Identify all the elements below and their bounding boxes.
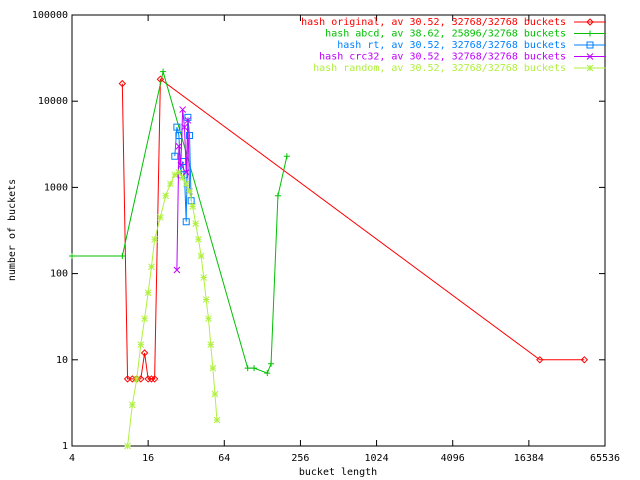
y-tick-label: 1000 xyxy=(44,182,68,193)
series-line xyxy=(121,78,585,380)
data-point xyxy=(162,192,169,200)
data-point xyxy=(268,360,275,367)
data-point xyxy=(171,171,179,179)
y-tick-label: 1 xyxy=(62,441,68,452)
data-point xyxy=(123,375,132,383)
data-point xyxy=(213,416,221,424)
data-point xyxy=(141,315,148,323)
data-point xyxy=(186,187,193,195)
data-point xyxy=(251,365,258,372)
y-tick-label: 10000 xyxy=(38,96,68,107)
data-point xyxy=(200,274,208,281)
data-point xyxy=(167,180,174,188)
data-point xyxy=(157,213,164,221)
data-point xyxy=(119,253,126,260)
data-point xyxy=(192,220,200,227)
x-tick-label: 64 xyxy=(218,453,230,464)
data-point xyxy=(175,142,183,150)
legend-marker xyxy=(587,30,593,37)
x-tick-label: 4096 xyxy=(441,453,465,464)
data-point xyxy=(211,390,219,398)
data-point xyxy=(181,123,188,131)
y-tick-label: 10 xyxy=(56,355,68,366)
x-tick-label: 65536 xyxy=(590,453,620,464)
legend-label: hash crc32, av 30.52, 32768/32768 bucket… xyxy=(319,52,566,63)
data-point xyxy=(128,401,136,409)
data-point xyxy=(195,235,202,243)
y-axis-label: number of buckets xyxy=(7,179,18,281)
data-point xyxy=(140,349,149,357)
data-point xyxy=(207,341,215,348)
legend-marker xyxy=(586,53,594,60)
y-tick-label: 100 xyxy=(50,269,68,280)
x-tick-label: 16 xyxy=(142,453,154,464)
data-point xyxy=(69,253,75,260)
data-point xyxy=(147,375,156,383)
data-point xyxy=(182,180,190,188)
data-point xyxy=(184,116,192,124)
data-point xyxy=(179,106,187,113)
data-point xyxy=(124,442,131,450)
data-point xyxy=(536,356,544,364)
data-point xyxy=(205,315,212,323)
data-point xyxy=(171,152,179,160)
data-point xyxy=(150,375,159,383)
data-point xyxy=(182,168,190,176)
data-point xyxy=(137,375,145,383)
data-point xyxy=(283,153,290,160)
x-tick-label: 1024 xyxy=(365,453,389,464)
x-tick-label: 4 xyxy=(69,453,75,464)
data-point xyxy=(177,162,185,169)
data-point xyxy=(175,168,183,176)
data-point xyxy=(173,123,181,131)
legend-marker xyxy=(586,18,594,26)
data-point xyxy=(580,356,589,364)
data-point xyxy=(133,375,141,383)
y-tick-label: 100000 xyxy=(32,10,68,21)
x-tick-label: 16384 xyxy=(514,453,544,464)
data-point xyxy=(148,263,155,271)
data-point xyxy=(173,266,181,274)
data-point xyxy=(184,113,192,121)
data-point xyxy=(182,218,190,226)
data-point xyxy=(118,79,127,88)
x-tick-label: 256 xyxy=(291,453,309,464)
legend-label: hash original, av 30.52, 32768/32768 buc… xyxy=(301,17,566,28)
x-axis-label: bucket length xyxy=(299,467,377,478)
legend-marker xyxy=(586,41,594,49)
data-point xyxy=(274,192,281,199)
data-point xyxy=(202,296,210,303)
data-point xyxy=(137,341,145,348)
data-point xyxy=(151,235,158,243)
data-point xyxy=(160,68,167,75)
legend-label: hash random, av 30.52, 32768/32768 bucke… xyxy=(313,63,566,74)
data-point xyxy=(189,203,197,210)
plot-frame xyxy=(71,14,606,447)
legend-marker xyxy=(586,64,594,72)
legend-label: hash abcd, av 38.62, 25896/32768 buckets xyxy=(325,29,566,40)
data-point xyxy=(179,174,187,181)
data-point xyxy=(144,289,152,297)
data-point xyxy=(244,365,251,372)
data-point xyxy=(209,364,217,372)
data-point xyxy=(187,197,195,205)
data-point xyxy=(197,252,205,260)
data-point xyxy=(264,370,271,377)
series-line xyxy=(176,109,191,271)
legend-label: hash rt, av 30.52, 32768/32768 buckets xyxy=(337,40,566,51)
data-point xyxy=(186,132,194,140)
